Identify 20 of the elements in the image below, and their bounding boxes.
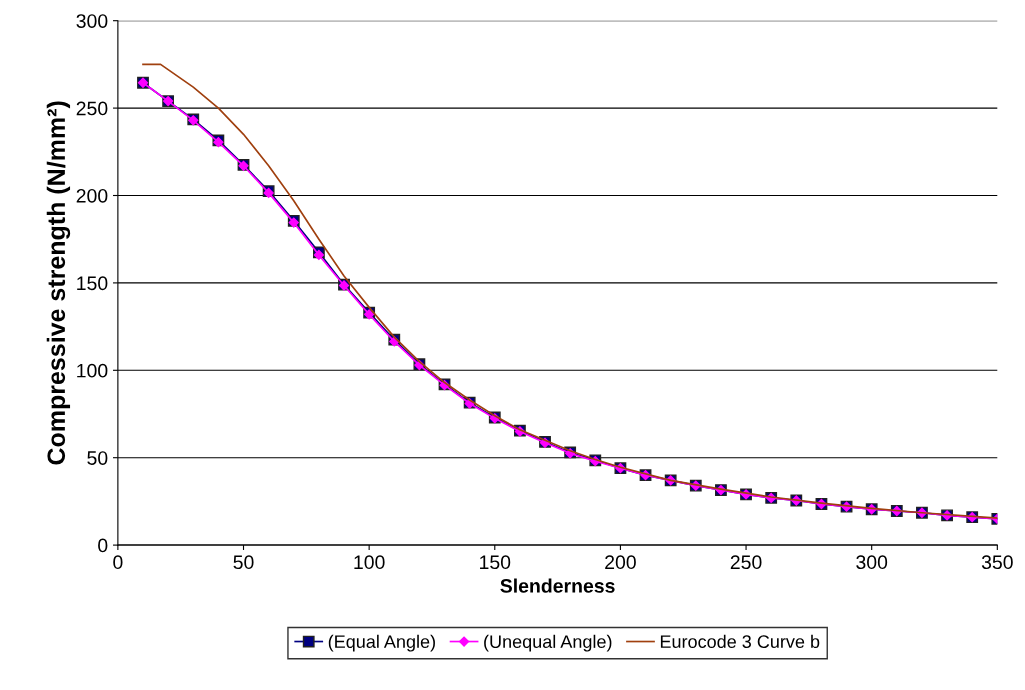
legend-label: (Equal Angle) xyxy=(328,634,435,652)
legend-label: Eurocode 3 Curve b xyxy=(660,634,820,649)
x-tick-label: 150 xyxy=(480,555,511,570)
y-tick-label: 100 xyxy=(77,363,108,378)
x-tick-label: 350 xyxy=(981,555,1013,570)
y-tick-label: 250 xyxy=(76,101,108,116)
x-tick-label: 50 xyxy=(233,555,254,570)
x-tick-label: 200 xyxy=(605,555,636,570)
x-axis-title: Slenderness xyxy=(500,578,615,593)
x-tick-label: 300 xyxy=(856,555,888,570)
y-axis-title: Compressive strength (N/mm²) xyxy=(46,101,71,465)
x-tick-label: 100 xyxy=(354,555,385,570)
y-tick-label: 0 xyxy=(98,538,108,553)
x-tick-label: 250 xyxy=(730,555,762,570)
y-tick-label: 150 xyxy=(77,276,108,291)
y-tick-label: 200 xyxy=(76,188,108,203)
y-tick-label: 300 xyxy=(76,14,108,28)
x-tick-label: 0 xyxy=(113,555,123,570)
y-tick-label: 50 xyxy=(87,451,108,465)
legend-label: (Unequal Angle) xyxy=(484,634,612,652)
